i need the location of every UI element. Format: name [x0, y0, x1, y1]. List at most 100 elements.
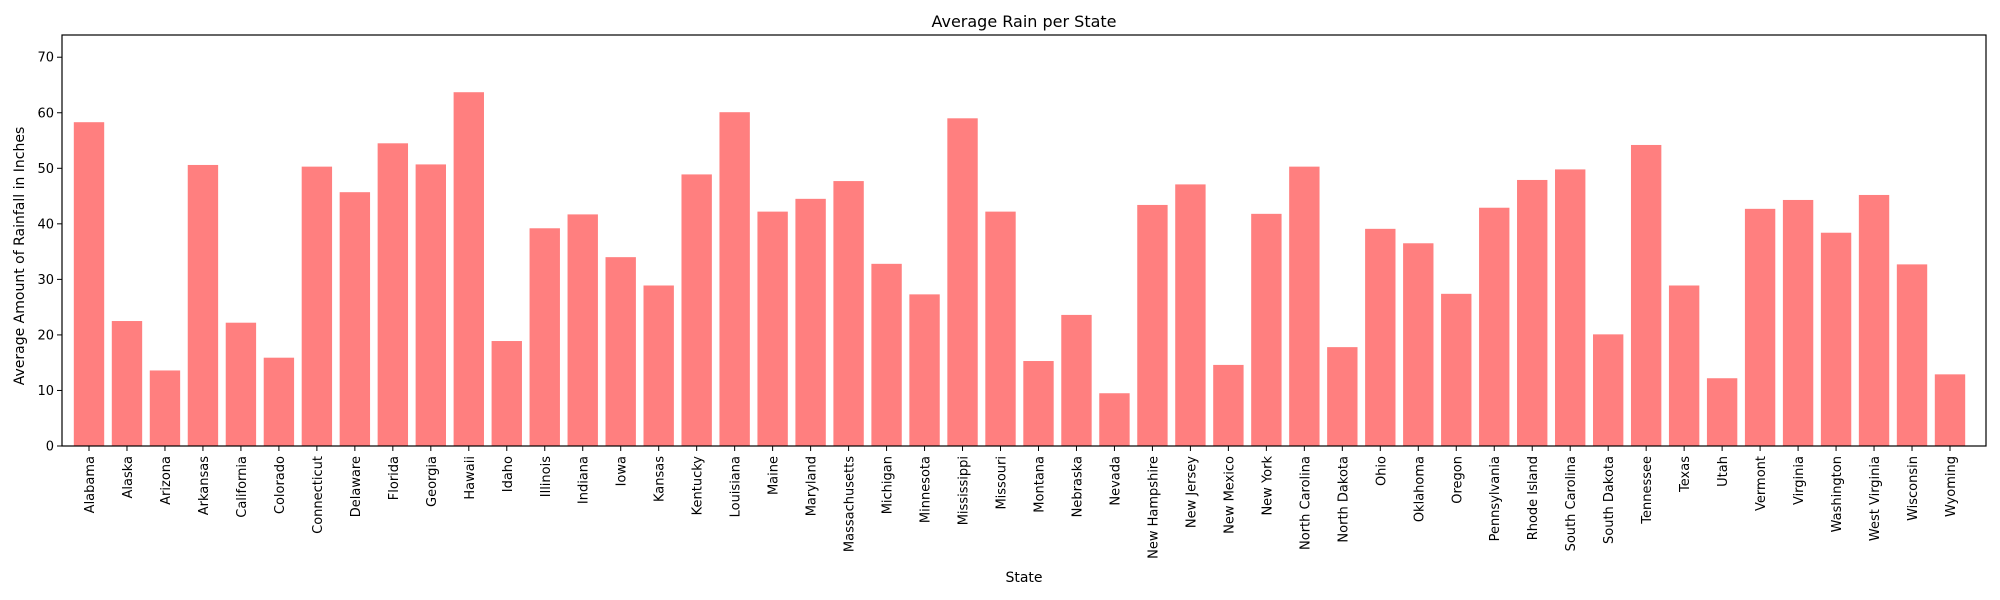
y-tick-label: 0 — [46, 440, 54, 455]
x-tick-label: Tennessee — [1640, 456, 1655, 525]
bar-washington — [1820, 232, 1852, 446]
x-tick-label: Missouri — [995, 456, 1010, 510]
x-tick-label: Rhode Island — [1526, 456, 1541, 540]
bar-florida — [377, 143, 409, 447]
x-tick-label: Mississippi — [957, 456, 972, 525]
bar-tennessee — [1630, 144, 1662, 446]
x-tick-label: Kentucky — [691, 456, 706, 516]
bar-oregon — [1441, 293, 1472, 446]
x-tick-label: New Hampshire — [1146, 456, 1161, 559]
bar-south-carolina — [1555, 169, 1586, 446]
y-tick-label: 40 — [37, 217, 54, 232]
x-tick-label: Illinois — [539, 456, 554, 497]
x-tick-label: Arizona — [159, 456, 174, 505]
bar-michigan — [871, 263, 902, 446]
x-tick-label: Florida — [387, 456, 402, 500]
x-tick-label: Indiana — [577, 456, 592, 504]
bar-wyoming — [1934, 374, 1966, 446]
bar-new-hampshire — [1137, 204, 1168, 446]
bar-indiana — [567, 214, 598, 446]
x-tick-label: Nebraska — [1070, 456, 1085, 517]
x-tick-label: New Jersey — [1184, 456, 1199, 528]
bar-utah — [1706, 378, 1738, 446]
bar-hawaii — [453, 92, 484, 447]
bar-rhode-island — [1517, 179, 1548, 446]
bar-ohio — [1365, 228, 1396, 446]
x-tick-label: North Carolina — [1298, 456, 1313, 550]
x-tick-label: Michigan — [881, 456, 896, 514]
bar-alabama — [73, 122, 105, 446]
bar-nebraska — [1061, 314, 1092, 446]
x-tick-label: North Dakota — [1336, 456, 1351, 543]
x-tick-label: Oklahoma — [1412, 456, 1427, 522]
bar-montana — [1023, 361, 1054, 446]
bar-colorado — [263, 357, 295, 446]
x-tick-label: Georgia — [425, 456, 440, 507]
bar-vermont — [1744, 208, 1776, 446]
bar-new-mexico — [1213, 364, 1244, 446]
bar-mississippi — [947, 118, 978, 446]
bar-north-dakota — [1327, 347, 1358, 446]
x-tick-label: Arkansas — [197, 456, 212, 515]
x-tick-label: Iowa — [615, 456, 630, 486]
x-tick-label: Kansas — [653, 456, 668, 502]
bar-maryland — [795, 198, 826, 446]
x-tick-label: Delaware — [349, 456, 364, 517]
bar-kentucky — [681, 174, 712, 446]
bar-minnesota — [909, 294, 940, 446]
bar-nevada — [1099, 393, 1130, 446]
x-tick-label: Washington — [1830, 456, 1845, 532]
bar-texas — [1668, 285, 1700, 446]
bar-wisconsin — [1896, 264, 1928, 446]
x-tick-label: West Virginia — [1868, 456, 1883, 541]
x-tick-label: Connecticut — [311, 456, 326, 534]
y-tick-label: 70 — [37, 51, 54, 66]
x-tick-label: Montana — [1032, 456, 1047, 513]
x-tick-label: Colorado — [273, 456, 288, 514]
x-tick-label: Ohio — [1374, 456, 1389, 486]
x-tick-label: Pennsylvania — [1488, 456, 1503, 541]
x-tick-label: Nevada — [1108, 456, 1123, 506]
x-tick-label: Texas — [1678, 456, 1693, 493]
x-tick-label: New York — [1260, 456, 1275, 516]
bar-new-york — [1251, 213, 1282, 446]
bar-kansas — [643, 285, 674, 446]
x-tick-label: Alabama — [83, 456, 98, 513]
bar-oklahoma — [1403, 243, 1434, 446]
plot-area-frame — [61, 34, 1987, 447]
bar-massachusetts — [833, 181, 864, 446]
x-tick-label: South Dakota — [1602, 456, 1617, 544]
x-tick-label: Massachusetts — [843, 456, 858, 552]
bar-north-carolina — [1289, 166, 1320, 446]
x-tick-label: Minnesota — [919, 456, 934, 523]
x-tick-label: California — [235, 456, 250, 518]
bar-louisiana — [719, 112, 750, 446]
y-tick-label: 30 — [37, 273, 54, 288]
x-tick-label: Utah — [1716, 456, 1731, 487]
bar-pennsylvania — [1479, 207, 1510, 446]
bar-arizona — [149, 370, 181, 446]
bar-new-jersey — [1175, 184, 1206, 446]
bars-group — [73, 92, 1966, 447]
x-tick-label: Idaho — [501, 456, 516, 492]
bar-idaho — [491, 341, 522, 446]
y-tick-label: 10 — [37, 384, 54, 399]
x-tick-label: South Carolina — [1564, 456, 1579, 551]
x-tick-label: Oregon — [1450, 456, 1465, 504]
bar-south-dakota — [1592, 334, 1624, 446]
x-tick-label: Wisconsin — [1906, 456, 1921, 521]
y-tick-label: 20 — [37, 328, 54, 343]
bar-maine — [757, 211, 788, 446]
x-tick-label: Alaska — [121, 456, 136, 499]
bar-alaska — [111, 321, 143, 446]
bar-delaware — [339, 192, 371, 446]
bar-west-virginia — [1858, 194, 1890, 446]
y-axis: 0 10 20 30 40 50 60 70 — [37, 51, 62, 455]
chart-title: Average Rain per State — [931, 12, 1116, 31]
x-tick-label: Louisiana — [729, 456, 744, 517]
bar-california — [225, 322, 257, 446]
x-axis-label: State — [1005, 570, 1042, 586]
x-axis: Alabama Alaska Arizona Arkansas California Co… — [83, 446, 1959, 559]
x-tick-label: Wyoming — [1944, 456, 1959, 517]
